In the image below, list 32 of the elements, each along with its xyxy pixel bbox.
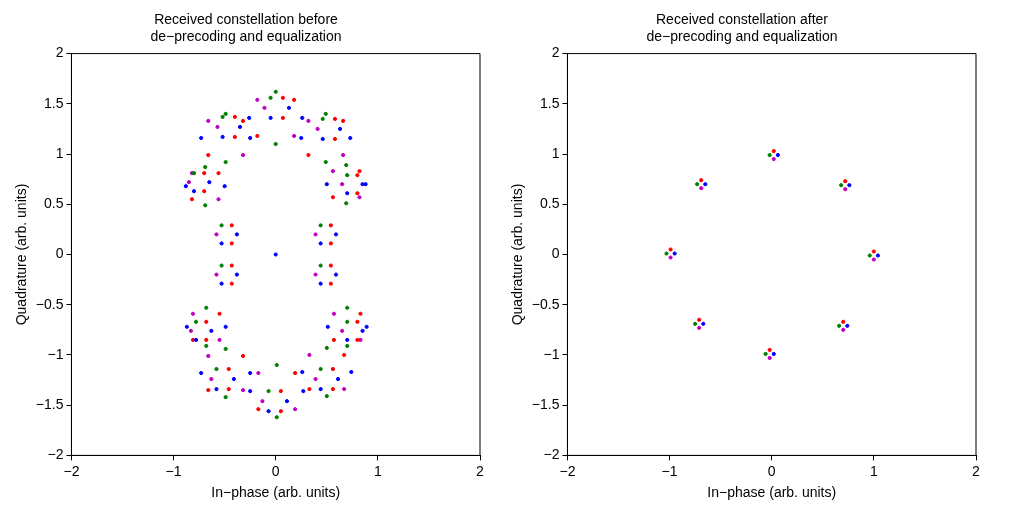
y-tick-label: −1.5: [35, 396, 64, 413]
y-tick-label: 1: [551, 144, 560, 161]
y-tick-label: −2: [543, 446, 560, 463]
y-tick-label: 0: [551, 245, 560, 262]
y-tick-label: −0.5: [35, 295, 64, 312]
y-tick-label: 2: [55, 44, 64, 61]
x-tick-label: 0: [271, 462, 280, 479]
y-axis-title: Quadrature (arb. units): [13, 183, 30, 326]
x-tick-label: 2: [476, 462, 485, 479]
y-tick-label: −1.5: [531, 396, 560, 413]
x-tick-label: 1: [373, 462, 382, 479]
chart-title: Received constellation before de−precoding and equalization: [150, 11, 342, 45]
y-tick-label: −1: [47, 345, 64, 362]
x-tick-label: −1: [165, 462, 182, 479]
x-tick-label: 1: [869, 462, 878, 479]
y-tick-label: 0: [55, 245, 64, 262]
y-tick-label: −2: [47, 446, 64, 463]
chart-title: Received constellation after de−precoding and equalization: [646, 11, 838, 45]
y-tick-label: 1: [55, 144, 64, 161]
x-tick-label: 2: [972, 462, 981, 479]
y-tick-label: 0.5: [539, 195, 560, 212]
y-tick-label: 2: [551, 44, 560, 61]
x-axis-title: In−phase (arb. units): [211, 484, 341, 501]
y-tick-label: 1.5: [43, 94, 64, 111]
x-tick-label: 0: [767, 462, 776, 479]
x-axis-title: In−phase (arb. units): [707, 484, 837, 501]
x-tick-label: −1: [661, 462, 678, 479]
y-tick-label: −0.5: [531, 295, 560, 312]
y-tick-label: 1.5: [539, 94, 560, 111]
y-tick-label: 0.5: [43, 195, 64, 212]
y-tick-label: −1: [543, 345, 560, 362]
y-axis-title: Quadrature (arb. units): [509, 183, 526, 326]
